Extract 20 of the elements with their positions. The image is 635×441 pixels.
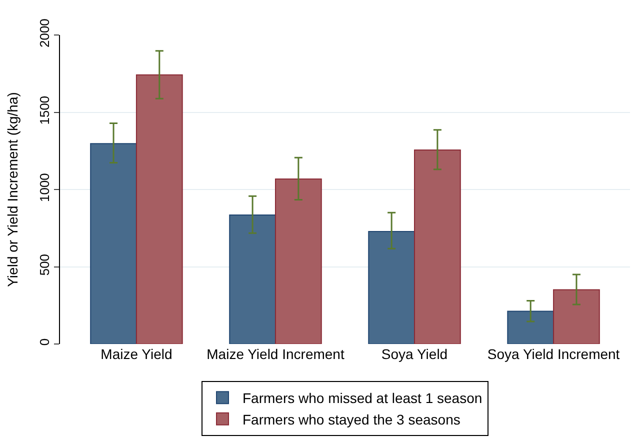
bar xyxy=(274,178,322,344)
legend-label: Farmers who missed at least 1 season xyxy=(242,390,482,406)
bar xyxy=(368,231,416,344)
bar xyxy=(414,149,461,344)
legend-label: Farmers who stayed the 3 seasons xyxy=(242,411,460,428)
x-tick-label: Maize Yield xyxy=(100,346,172,362)
y-tick-label: 500 xyxy=(36,254,52,276)
y-tick-label: 1500 xyxy=(36,96,52,125)
x-tick-label: Soya Yield Increment xyxy=(487,346,620,362)
bar xyxy=(507,310,554,344)
y-axis-title: Yield or Yield Increment (kg/ha) xyxy=(4,92,20,287)
bar xyxy=(90,143,137,344)
x-tick-label: Soya Yield xyxy=(381,346,448,362)
y-tick-label: 0 xyxy=(36,338,52,346)
bar xyxy=(553,289,600,344)
bar xyxy=(136,74,183,344)
x-tick-label: Maize Yield Increment xyxy=(206,346,344,362)
bar xyxy=(229,214,276,344)
y-tick-label: 1000 xyxy=(36,173,52,202)
y-tick-label: 2000 xyxy=(36,18,52,48)
